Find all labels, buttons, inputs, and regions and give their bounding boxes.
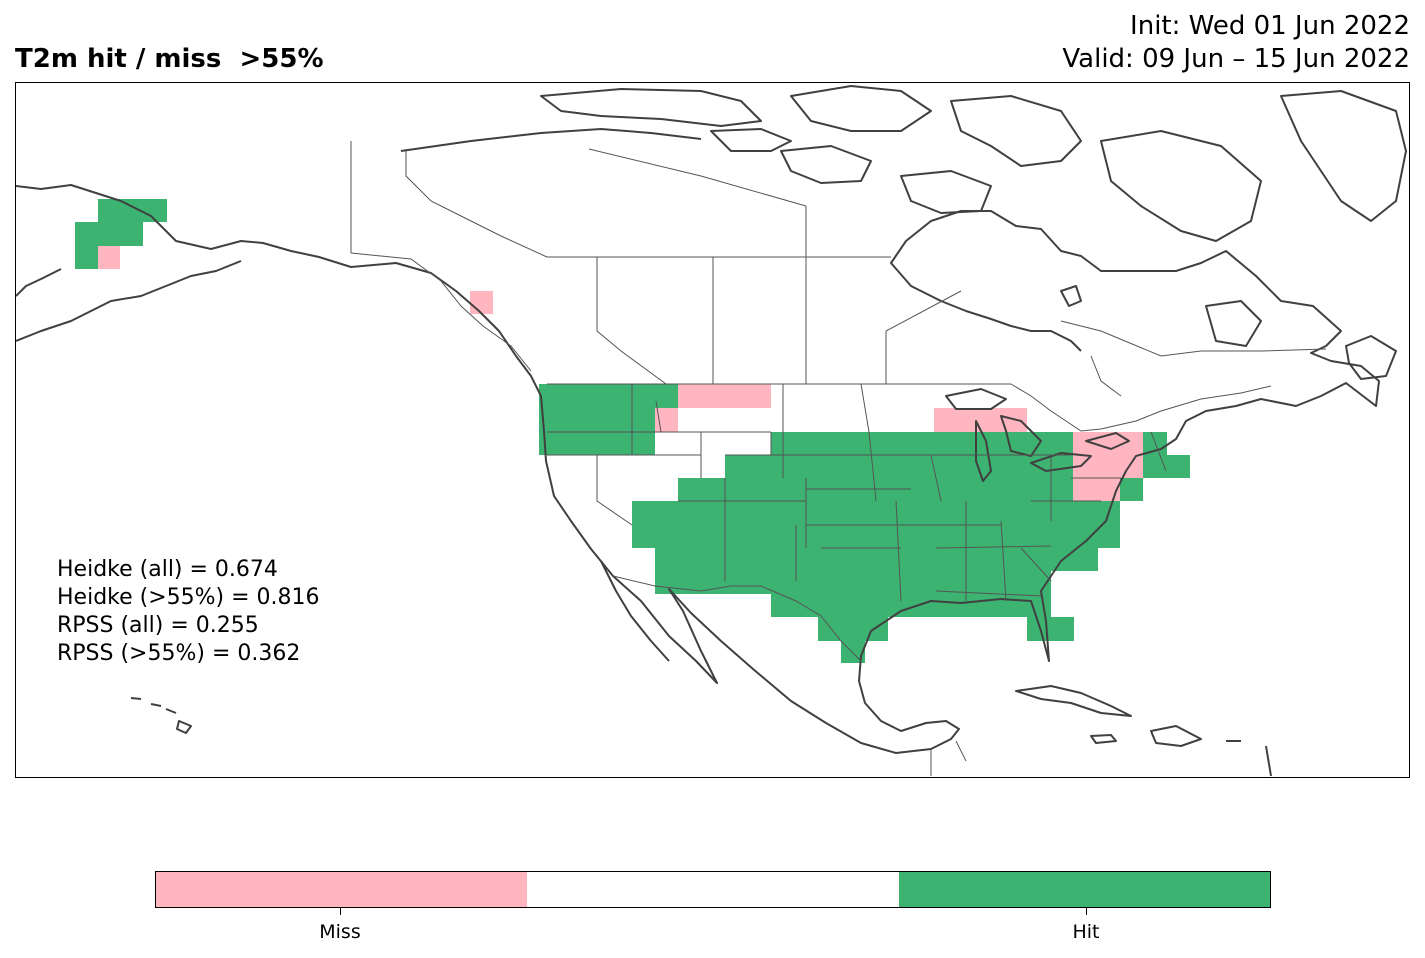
hit-cell xyxy=(1027,617,1074,641)
date-info: Init: Wed 01 Jun 2022 Valid: 09 Jun – 15… xyxy=(1062,10,1410,76)
hit-cell xyxy=(632,501,1120,525)
hit-cell xyxy=(818,617,888,641)
miss-cell xyxy=(678,384,771,408)
hit-cell xyxy=(75,246,98,269)
colorbar-label-hit: Hit xyxy=(1072,921,1100,943)
miss-cell xyxy=(470,291,493,314)
miss-cell xyxy=(1073,478,1120,501)
colorbar xyxy=(155,871,1271,908)
hit-cell xyxy=(655,571,1051,594)
hit-cell xyxy=(539,432,655,455)
hit-cell xyxy=(771,594,1051,617)
init-date: Init: Wed 01 Jun 2022 xyxy=(1130,11,1410,41)
hit-cell xyxy=(655,548,1098,571)
rpss-55: RPSS (>55%) = 0.362 xyxy=(57,641,301,666)
heidke-all: Heidke (all) = 0.674 xyxy=(57,557,278,582)
heidke-55: Heidke (>55%) = 0.816 xyxy=(57,585,320,610)
hit-cell xyxy=(725,455,1073,478)
colorbar-label-miss: Miss xyxy=(319,921,361,943)
coastlines xyxy=(16,85,1407,777)
miss-cell xyxy=(98,246,120,269)
miss-cell xyxy=(655,408,678,432)
hit-cell xyxy=(632,525,1120,548)
political-borders xyxy=(350,141,1327,776)
map-canvas xyxy=(16,85,1407,777)
verification-cells xyxy=(75,199,1190,663)
colorbar-tick-hit xyxy=(1086,908,1087,915)
hit-cell xyxy=(98,199,167,222)
hit-cell xyxy=(771,432,1073,455)
colorbar-miss xyxy=(156,872,528,907)
hit-cell xyxy=(539,408,655,432)
skill-scores: Heidke (all) = 0.674 Heidke (>55%) = 0.8… xyxy=(57,556,320,668)
miss-cell xyxy=(1073,455,1143,478)
colorbar-hit xyxy=(898,872,1270,907)
map-panel xyxy=(15,82,1410,778)
hit-cell xyxy=(1143,455,1190,478)
colorbar-neutral xyxy=(527,872,899,907)
valid-range: Valid: 09 Jun – 15 Jun 2022 xyxy=(1062,44,1410,74)
hit-cell xyxy=(75,222,143,246)
rpss-all: RPSS (all) = 0.255 xyxy=(57,613,259,638)
hit-cell xyxy=(1120,478,1143,501)
colorbar-tick-miss xyxy=(340,908,341,915)
map-title: T2m hit / miss >55% xyxy=(15,44,324,74)
hit-cell xyxy=(539,384,678,408)
